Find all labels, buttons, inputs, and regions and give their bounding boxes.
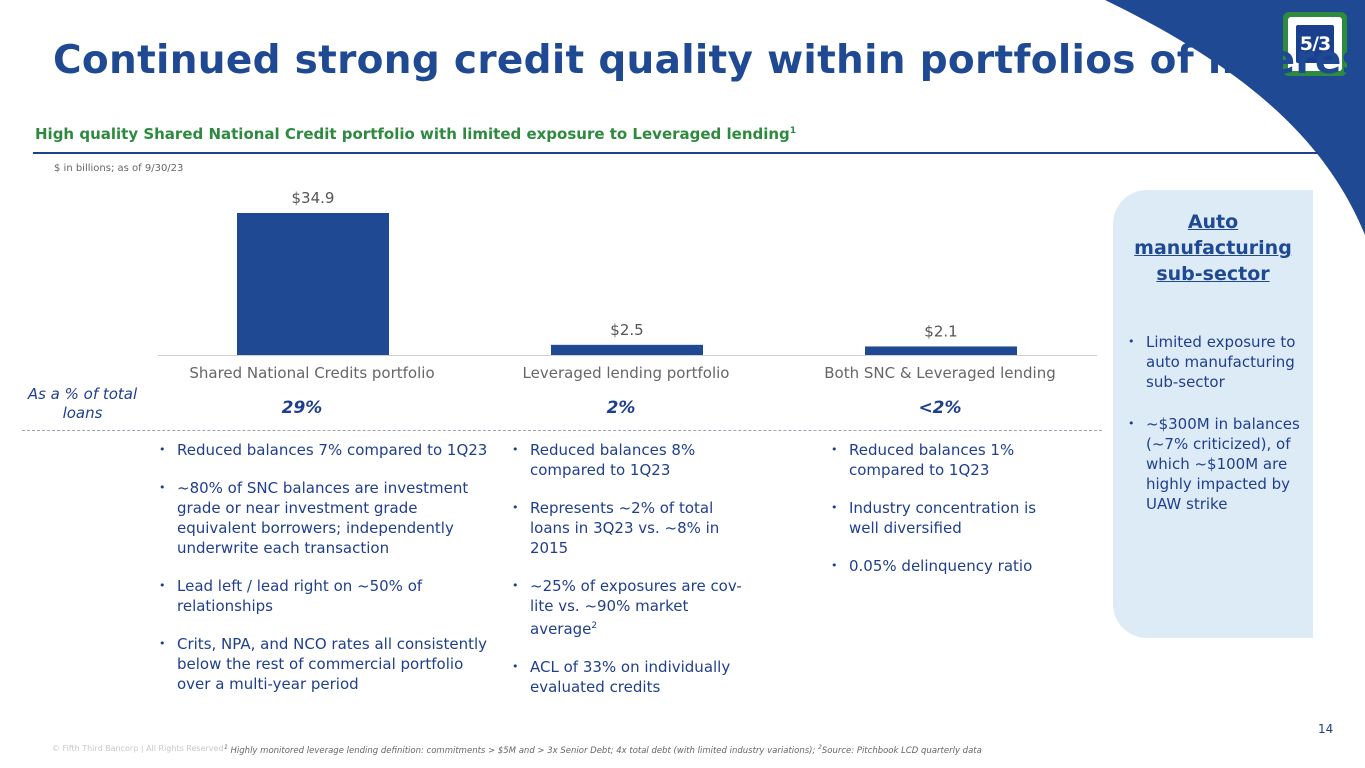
dashed-separator xyxy=(22,430,1102,431)
panel-bullet: ~$300M in balances (~7% criticized), of … xyxy=(1124,414,1314,514)
leveraged-bullet: ACL of 33% on individually evaluated cre… xyxy=(508,657,748,697)
both-bullet-list: Reduced balances 1% compared to 1Q23 Ind… xyxy=(827,440,1067,594)
footnote-text-1: Highly monitored leverage lending defini… xyxy=(227,745,819,756)
footnote: 1 Highly monitored leverage lending defi… xyxy=(224,744,982,756)
both-bullet: Reduced balances 1% compared to 1Q23 xyxy=(827,440,1067,480)
logo-mark: 5/3 xyxy=(1296,25,1334,63)
leveraged-bullet: Represents ~2% of total loans in 3Q23 vs… xyxy=(508,498,748,558)
leveraged-bullet-list: Reduced balances 8% compared to 1Q23 Rep… xyxy=(508,440,748,715)
page-number: 14 xyxy=(1318,722,1334,736)
auto-sector-panel: Auto manufacturing sub-sector Limited ex… xyxy=(1113,190,1313,638)
copyright: © Fifth Third Bancorp | All Rights Reser… xyxy=(52,744,224,753)
leveraged-bullet-text: ~25% of exposures are cov-lite vs. ~90% … xyxy=(530,577,742,638)
bar-both-value-label: $2.1 xyxy=(924,322,957,340)
subtitle-footnote-marker: 1 xyxy=(789,126,797,136)
snc-bullet: Reduced balances 7% compared to 1Q23 xyxy=(155,440,495,460)
both-bullet: Industry concentration is well diversifi… xyxy=(827,498,1067,538)
pct-value-both: <2% xyxy=(918,398,962,418)
footnote-marker-1: 1 xyxy=(224,744,228,751)
snc-bullet: ~80% of SNC balances are investment grad… xyxy=(155,478,495,558)
footnote-text-2: Source: Pitchbook LCD quarterly data xyxy=(821,745,982,756)
panel-title: Auto manufacturing sub-sector xyxy=(1134,211,1292,285)
panel-bullet: Limited exposure to auto manufacturing s… xyxy=(1124,332,1314,392)
snc-bullet-list: Reduced balances 7% compared to 1Q23 ~80… xyxy=(155,440,495,712)
footnote-marker-2: 2 xyxy=(591,621,598,631)
category-label-snc: Shared National Credits portfolio xyxy=(189,364,435,382)
bar-leveraged xyxy=(551,344,703,355)
category-label-both: Both SNC & Leveraged lending xyxy=(824,364,1056,382)
snc-bullet: Crits, NPA, and NCO rates all consistent… xyxy=(155,634,495,694)
subtitle-divider xyxy=(33,152,1318,154)
section-subtitle: High quality Shared National Credit port… xyxy=(35,125,796,143)
bar-group xyxy=(237,213,1017,355)
bar-both xyxy=(865,346,1017,355)
subtitle-text: High quality Shared National Credit port… xyxy=(35,125,790,143)
bar-snc-value-label: $34.9 xyxy=(292,189,335,207)
panel-bullet-list: Limited exposure to auto manufacturing s… xyxy=(1124,332,1314,536)
bar-snc xyxy=(237,213,389,355)
leveraged-bullet: ~25% of exposures are cov-lite vs. ~90% … xyxy=(508,576,748,639)
category-label-leveraged: Leveraged lending portfolio xyxy=(522,364,730,382)
pct-value-snc: 29% xyxy=(281,398,323,418)
pct-value-leveraged: 2% xyxy=(606,398,636,418)
logo-inner: 5/3 xyxy=(1288,17,1342,71)
both-bullet: 0.05% delinquency ratio xyxy=(827,556,1067,576)
bar-label-group: $34.9 $2.5 $2.1 xyxy=(292,189,958,340)
pct-of-total-loans-label: As a % of total loans xyxy=(27,385,138,422)
bar-leveraged-value-label: $2.5 xyxy=(610,321,643,339)
fifth-third-logo: 5/3 xyxy=(1283,12,1347,76)
leveraged-bullet: Reduced balances 8% compared to 1Q23 xyxy=(508,440,748,480)
snc-bullet: Lead left / lead right on ~50% of relati… xyxy=(155,576,495,616)
page-title: Continued strong credit quality within p… xyxy=(53,38,1365,83)
footnote-marker-2-ref: 2 xyxy=(818,744,822,751)
units-note: $ in billions; as of 9/30/23 xyxy=(54,163,184,174)
